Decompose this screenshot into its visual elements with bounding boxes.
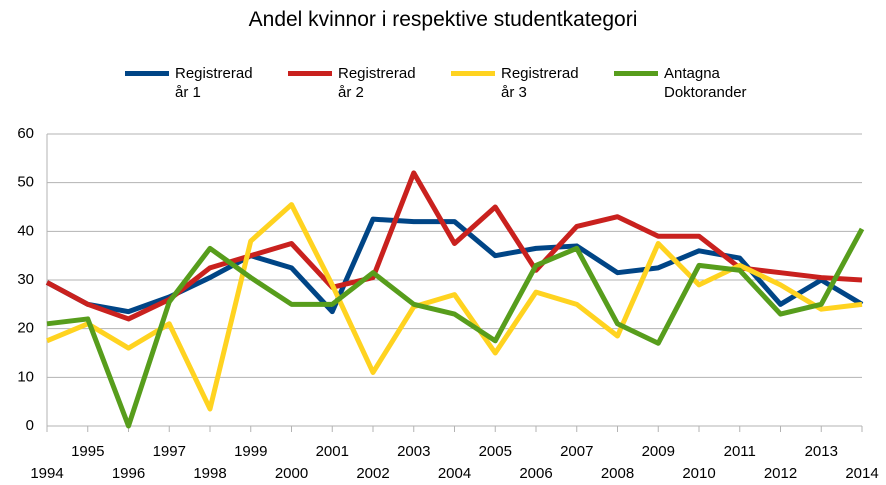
x-tick-label: 2011 [724,443,756,460]
legend-swatch [451,71,495,76]
y-tick-label: 30 [17,271,34,288]
legend-swatch [614,71,658,76]
y-tick-label: 10 [17,368,34,385]
legend-label: Registrerad år 2 [338,65,416,101]
legend-item: Registrerad år 3 [451,64,579,102]
x-tick-label: 2012 [764,465,797,482]
series-line [45,170,863,322]
x-tick-label: 1999 [234,443,267,460]
x-tick-label: 1996 [112,465,145,482]
chart-title: Andel kvinnor i respektive studentkatego… [248,8,638,31]
series-line [46,202,863,412]
x-tick-label: 2001 [316,443,349,460]
x-tick-label: 2010 [682,465,715,482]
x-tick-label: 2004 [438,465,471,482]
y-tick-label: 0 [26,417,34,434]
series-line [46,227,865,429]
legend-item: Registrerad år 2 [288,64,416,102]
y-tick-label: 40 [17,222,34,239]
x-tick-label: 1997 [153,443,186,460]
legend-label: Registrerad år 3 [501,65,579,101]
y-tick-label: 60 [17,125,34,142]
x-tick-label: 2003 [397,443,430,460]
legend-swatch [125,71,169,76]
x-tick-label: 2005 [479,443,512,460]
x-tick-label: 2009 [642,443,675,460]
x-tick-label: 1995 [71,443,104,460]
y-tick-label: 20 [17,320,34,337]
x-tick-label: 2002 [356,465,389,482]
x-tick-label: 2014 [845,465,878,482]
legend-label: Antagna Doktorander [664,65,747,101]
x-tick-label: 1994 [30,465,63,482]
x-tick-label: 2013 [805,443,838,460]
x-tick-label: 2008 [601,465,634,482]
x-tick-label: 2006 [519,465,552,482]
legend-item: Registrerad år 1 [125,64,253,102]
legend-swatch [288,71,332,76]
y-tick-label: 50 [17,174,34,191]
x-tick-label: 1998 [193,465,226,482]
legend-item: Antagna Doktorander [614,64,747,102]
x-tick-label: 2007 [560,443,593,460]
x-tick-label: 2000 [275,465,308,482]
legend-label: Registrerad år 1 [175,65,253,101]
